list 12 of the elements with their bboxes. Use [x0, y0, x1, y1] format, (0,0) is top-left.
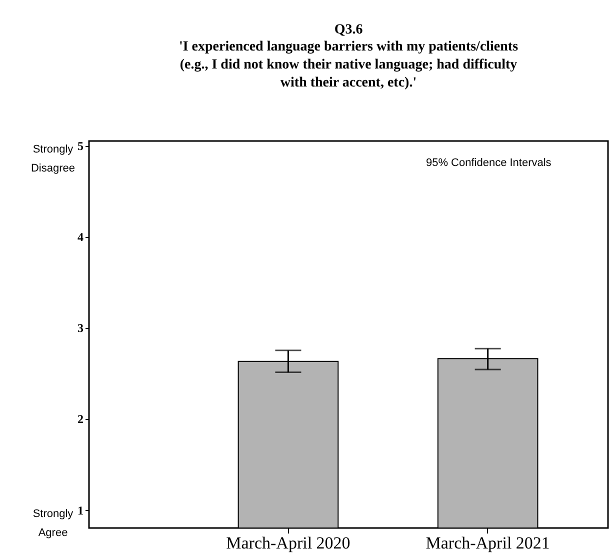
x-tick-label: March-April 2020: [226, 534, 350, 552]
y-tick-label: 5: [78, 139, 84, 154]
annotation: 95% Confidence Intervals: [426, 157, 552, 169]
y-tick-label: 4: [78, 230, 84, 244]
text: Strongly Disagree: [30, 144, 76, 175]
y-tick-label: 2: [78, 412, 84, 426]
text: Strongly Agree: [32, 508, 74, 539]
chart-title: Q3.6: [334, 22, 363, 38]
y-tick-label: 3: [78, 321, 84, 336]
y-tick-label: 1: [78, 503, 84, 518]
x-tick-label: March-April 2021: [426, 534, 550, 552]
chart-subtitle: 'I experienced language barriers with my patients/clients (e.g., I did not know their native language; had difficulty with their accent, etc).': [178, 40, 519, 91]
